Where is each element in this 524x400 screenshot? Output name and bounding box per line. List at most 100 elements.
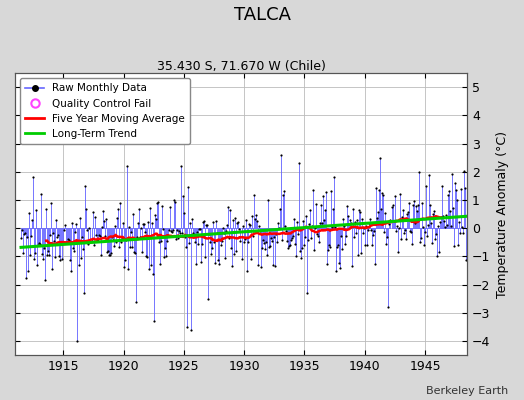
Point [283,244,292,251]
Point [401,236,410,242]
Point [218,238,226,244]
Point [46,232,54,238]
Point [238,223,247,229]
Point [84,241,93,247]
Point [222,228,231,234]
Point [159,226,167,232]
Point [358,215,366,222]
Point [281,228,290,234]
Point [114,244,123,250]
Point [103,248,112,254]
Point [271,231,280,237]
Point [275,225,283,231]
Point [249,192,258,198]
Point [123,163,131,169]
Point [77,254,85,261]
Point [202,222,211,228]
Point [38,251,46,257]
Point [111,223,119,230]
Point [170,197,178,204]
Point [34,242,42,248]
Point [360,225,368,231]
Point [116,238,125,245]
Point [19,249,27,256]
Point [312,201,320,208]
Point [461,185,469,191]
Point [416,239,424,245]
Point [239,239,248,246]
Point [250,215,259,222]
Point [32,207,40,214]
Point [101,232,109,239]
Point [246,256,255,263]
Point [69,244,78,251]
Point [268,262,277,268]
Point [61,222,70,228]
Point [331,223,340,230]
Point [438,183,446,190]
Point [383,234,391,240]
Point [207,251,215,258]
Point [261,239,270,245]
Point [113,215,121,222]
Point [55,253,63,260]
Point [224,204,233,210]
Point [160,254,168,260]
Point [213,229,222,236]
Point [122,237,130,243]
Point [48,266,57,273]
Point [33,262,41,268]
Point [280,222,289,229]
Point [205,231,213,237]
Point [186,220,194,226]
Point [144,219,152,225]
Point [372,184,380,191]
Point [100,218,108,224]
Point [298,245,306,251]
Point [287,236,295,243]
Point [200,217,209,224]
Point [183,324,191,330]
Point [76,215,84,221]
Point [35,239,43,246]
Point [212,218,221,224]
Point [409,198,418,204]
Point [190,232,199,238]
Point [235,226,244,232]
Point [301,234,309,240]
Point [311,225,319,231]
Point [60,227,69,233]
Point [376,154,385,161]
Point [297,254,305,261]
Point [67,268,75,275]
Point [429,211,437,217]
Point [138,249,146,256]
Point [197,258,205,265]
Point [421,183,430,189]
Point [308,222,316,229]
Point [17,235,25,241]
Point [361,242,369,248]
Point [319,193,328,199]
Point [40,245,48,252]
Point [248,233,257,239]
Point [451,180,459,186]
Point [134,220,142,226]
Point [320,217,328,223]
Point [244,221,253,228]
Point [293,219,301,226]
Point [302,213,310,220]
Point [325,242,333,248]
Point [54,232,62,238]
Point [107,234,116,241]
Point [92,237,101,244]
Point [355,206,364,213]
Point [85,225,94,231]
Point [388,202,397,208]
Point [152,215,160,222]
Point [258,237,267,244]
Point [96,252,105,258]
Point [27,233,35,239]
Point [264,196,272,203]
Point [267,235,275,242]
